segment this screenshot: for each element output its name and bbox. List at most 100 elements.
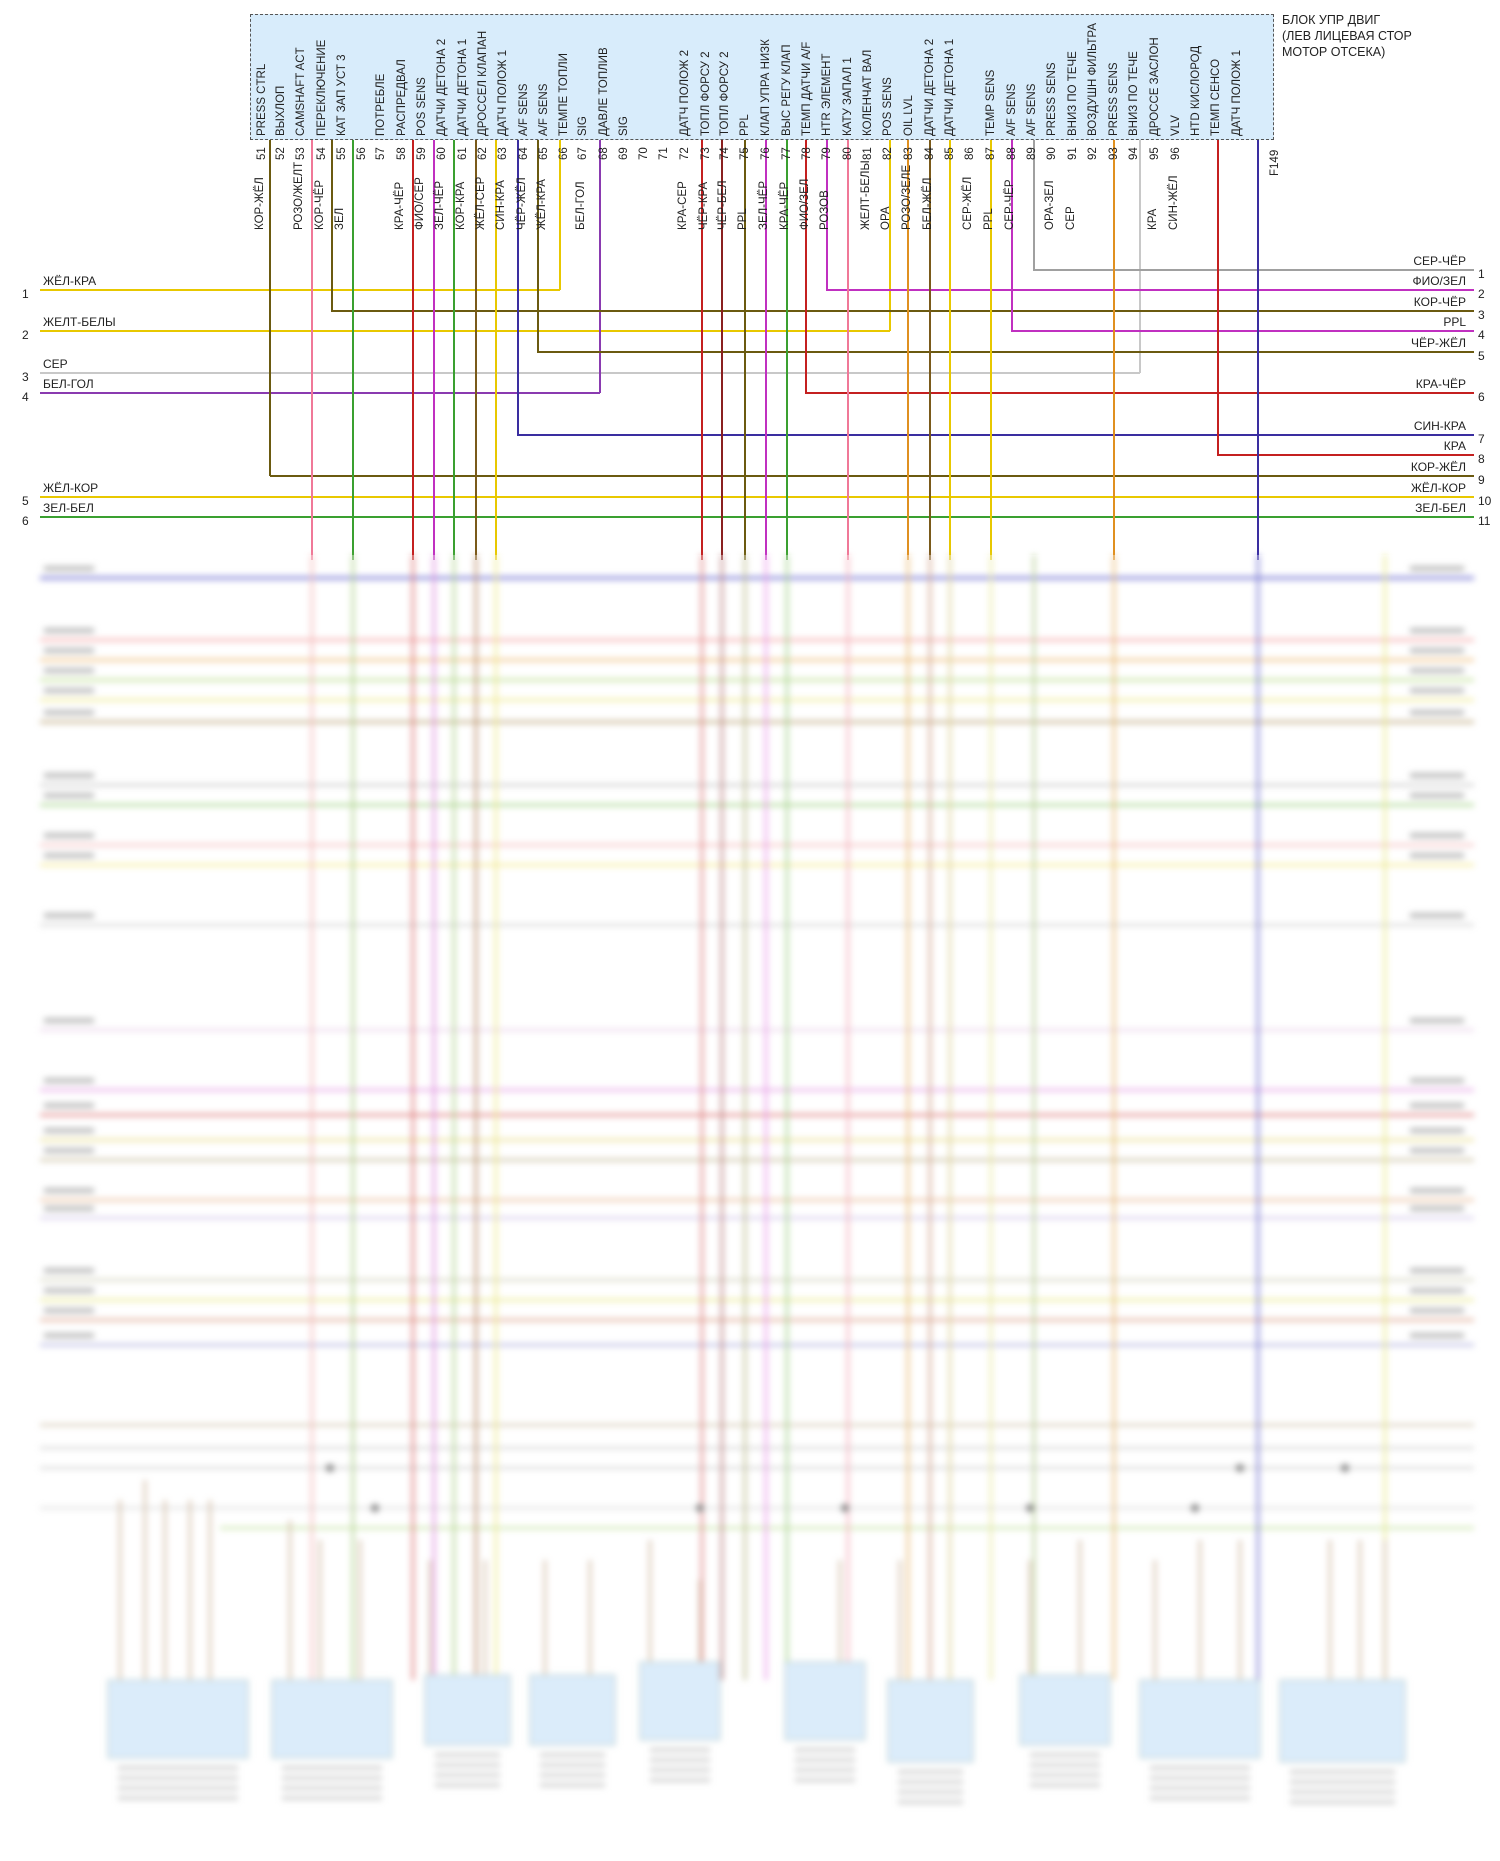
right-row-number: 11 — [1478, 514, 1491, 528]
right-row-wire-label: СИН-КРА — [1413, 419, 1466, 433]
blurred-label — [1410, 1206, 1464, 1211]
right-row-wire-label: КРА — [1443, 439, 1466, 453]
component-caption-blur — [1030, 1783, 1100, 1787]
blurred-label — [1410, 688, 1464, 693]
pin-function-label: ДАТЧИ ДЕТОНА 2 — [924, 38, 936, 136]
blurred-label — [1410, 1288, 1464, 1293]
pin-wire-color: ЖЁЛ-КРА — [536, 179, 548, 230]
pin-number: 83 — [903, 147, 915, 160]
splice-dot — [696, 1504, 704, 1512]
blurred-label — [1410, 1268, 1464, 1273]
pin-number: 82 — [882, 147, 894, 160]
pin-number: 78 — [801, 147, 813, 160]
pin-function-label: SIG — [577, 116, 589, 136]
pin-function-label: ТЕМП СЕНСО — [1210, 58, 1222, 136]
left-row-number: 1 — [22, 287, 29, 301]
pin-number: 65 — [538, 147, 550, 160]
right-row-wire-label: КОР-ЖЁЛ — [1410, 460, 1466, 474]
wire-path — [1033, 140, 1474, 271]
pin-number: 52 — [275, 147, 287, 160]
component-caption-blur — [1030, 1763, 1100, 1767]
pin-wire-color: БЕЛ-ГОЛ — [575, 181, 587, 230]
left-row-number: 3 — [22, 370, 29, 384]
pin-wire-color: ОРА-ЗЕЛ — [1044, 180, 1056, 230]
pin-function-label: ДАВЛЕ ТОПЛИВ — [598, 47, 610, 136]
left-row-number: 4 — [22, 390, 29, 404]
pin-function-label: ВНИЗ ПО ТЕЧЕ — [1067, 51, 1079, 136]
wire-path — [1217, 140, 1474, 456]
blurred-label — [44, 1078, 94, 1083]
pin-function-label: PPL — [739, 114, 751, 136]
splice-dot — [1341, 1464, 1349, 1472]
component-caption-blur — [282, 1766, 382, 1770]
right-row-number: 6 — [1478, 390, 1485, 404]
component-caption-blur — [1030, 1773, 1100, 1777]
pin-wire-color: КРА-ЧЁР — [394, 181, 406, 230]
pin-number: 62 — [477, 147, 489, 160]
pin-wire-color: РОЗО/ЗЕЛЕ — [901, 164, 913, 230]
component-caption-blur — [118, 1786, 238, 1790]
left-row-number: 2 — [22, 328, 29, 342]
pin-number: 80 — [842, 147, 854, 160]
pin-wire-color: ЗЕЛ-ЧЁР — [434, 180, 446, 230]
component-caption-blur — [898, 1780, 963, 1784]
blurred-label — [1410, 1148, 1464, 1153]
component-caption-blur — [282, 1786, 382, 1790]
component-caption-blur — [540, 1783, 605, 1787]
pin-number: 75 — [739, 147, 751, 160]
splice-dot — [1191, 1504, 1199, 1512]
pin-number: 60 — [436, 147, 448, 160]
pin-wire-color: ФИО/ЗЕЛ — [799, 178, 811, 230]
pin-wire-color: ЧЁР-БЕЛ — [717, 180, 729, 230]
pin-number: 58 — [396, 147, 408, 160]
pin-function-label: ТЕМПЕ ТОПЛИ — [558, 53, 570, 136]
component-box — [784, 1661, 866, 1741]
pin-number: 70 — [638, 147, 650, 160]
pin-number: 84 — [924, 147, 936, 160]
component-caption-blur — [1290, 1800, 1395, 1804]
blurred-label — [1410, 1128, 1464, 1133]
pin-function-label: ДРОССЕ ЗАСЛОН — [1149, 37, 1161, 136]
splice-dot — [1236, 1464, 1244, 1472]
blurred-label — [44, 1188, 94, 1193]
right-row-wire-label: ЖЁЛ-КОР — [1410, 481, 1466, 495]
pin-wire-color: СЕР — [1065, 206, 1077, 230]
pin-number: 71 — [658, 147, 670, 160]
component-caption-blur — [435, 1763, 500, 1767]
blurred-label — [1410, 773, 1464, 778]
pin-function-label: PRESS CTRL — [256, 63, 268, 136]
component-box — [271, 1679, 393, 1759]
blurred-label — [44, 913, 94, 918]
pin-function-label: КАТ ЗАП УСТ 3 — [336, 54, 348, 136]
pin-number: 94 — [1128, 147, 1140, 160]
component-caption-blur — [1290, 1770, 1395, 1774]
component-caption-blur — [118, 1766, 238, 1770]
pin-number: 87 — [985, 147, 997, 160]
pin-function-label: POS SENS — [416, 77, 428, 136]
pin-number: 85 — [944, 147, 956, 160]
component-caption-blur — [1150, 1786, 1250, 1790]
pin-number: 77 — [781, 147, 793, 160]
right-row-wire-label: ЗЕЛ-БЕЛ — [1415, 501, 1466, 515]
blurred-label — [44, 648, 94, 653]
blurred-label — [1410, 793, 1464, 798]
component-caption-blur — [795, 1768, 855, 1772]
component-caption-blur — [1290, 1780, 1395, 1784]
component-caption-blur — [282, 1796, 382, 1800]
component-caption-blur — [898, 1790, 963, 1794]
blurred-label — [44, 833, 94, 838]
component-caption-blur — [1290, 1790, 1395, 1794]
component-caption-blur — [282, 1776, 382, 1780]
pin-function-label: A/F SENS — [1006, 83, 1018, 136]
pin-function-label: PRESS SENS — [1108, 62, 1120, 137]
left-row-wire-label: БЕЛ-ГОЛ — [43, 377, 94, 391]
pin-function-label: CAMSHAFT ACT — [295, 47, 307, 136]
component-caption-blur — [650, 1748, 710, 1752]
connector-id: F149 — [1269, 149, 1281, 176]
component-box — [424, 1674, 511, 1746]
blurred-label — [44, 710, 94, 715]
pin-number: 95 — [1149, 147, 1161, 160]
blurred-label — [1410, 913, 1464, 918]
component-box — [1279, 1679, 1406, 1763]
component-caption-blur — [435, 1753, 500, 1757]
